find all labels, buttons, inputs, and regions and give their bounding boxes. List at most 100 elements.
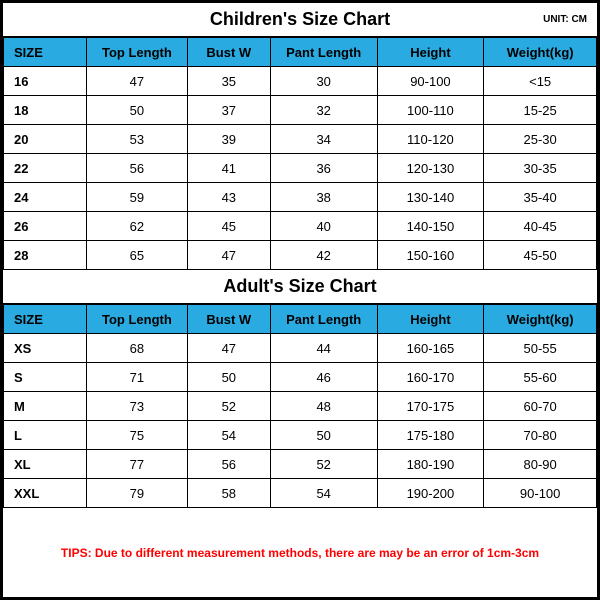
table-cell: 35-40: [484, 183, 597, 212]
table-row: XL775652180-19080-90: [4, 450, 597, 479]
table-row: 18503732100-11015-25: [4, 96, 597, 125]
table-cell: 75: [87, 421, 188, 450]
table-cell: XXL: [4, 479, 87, 508]
table-cell: 60-70: [484, 392, 597, 421]
table-cell: 62: [87, 212, 188, 241]
table-cell: 50: [87, 96, 188, 125]
column-header: Bust W: [187, 38, 270, 67]
table-cell: 28: [4, 241, 87, 270]
table-cell: 77: [87, 450, 188, 479]
table-cell: 71: [87, 363, 188, 392]
children-table: SIZETop LengthBust WPant LengthHeightWei…: [3, 37, 597, 270]
column-header: Height: [377, 305, 484, 334]
adult-table-body: XS684744160-16550-55S715046160-17055-60M…: [4, 334, 597, 508]
table-cell: 90-100: [377, 67, 484, 96]
table-row: S715046160-17055-60: [4, 363, 597, 392]
table-cell: 160-170: [377, 363, 484, 392]
table-cell: 70-80: [484, 421, 597, 450]
table-cell: 130-140: [377, 183, 484, 212]
table-cell: 43: [187, 183, 270, 212]
table-cell: 68: [87, 334, 188, 363]
table-cell: 45: [187, 212, 270, 241]
column-header: SIZE: [4, 305, 87, 334]
column-header: Pant Length: [270, 38, 377, 67]
table-cell: 90-100: [484, 479, 597, 508]
table-cell: 79: [87, 479, 188, 508]
table-cell: 44: [270, 334, 377, 363]
table-cell: 38: [270, 183, 377, 212]
table-cell: 160-165: [377, 334, 484, 363]
children-title: Children's Size Chart: [210, 9, 390, 30]
column-header: Pant Length: [270, 305, 377, 334]
table-row: 20533934110-12025-30: [4, 125, 597, 154]
table-row: XS684744160-16550-55: [4, 334, 597, 363]
table-row: 1647353090-100<15: [4, 67, 597, 96]
table-cell: 52: [270, 450, 377, 479]
table-cell: 100-110: [377, 96, 484, 125]
table-cell: 30-35: [484, 154, 597, 183]
table-cell: 37: [187, 96, 270, 125]
table-cell: 25-30: [484, 125, 597, 154]
table-cell: 50: [270, 421, 377, 450]
table-row: L755450175-18070-80: [4, 421, 597, 450]
column-header: Height: [377, 38, 484, 67]
table-cell: 47: [87, 67, 188, 96]
size-chart-container: Children's Size Chart UNIT: CM SIZETop L…: [0, 0, 600, 600]
table-cell: L: [4, 421, 87, 450]
table-cell: 45-50: [484, 241, 597, 270]
table-cell: 65: [87, 241, 188, 270]
table-cell: 42: [270, 241, 377, 270]
table-cell: 41: [187, 154, 270, 183]
table-cell: 80-90: [484, 450, 597, 479]
table-cell: 15-25: [484, 96, 597, 125]
table-cell: 190-200: [377, 479, 484, 508]
table-cell: 39: [187, 125, 270, 154]
table-cell: 140-150: [377, 212, 484, 241]
table-cell: 58: [187, 479, 270, 508]
table-cell: 150-160: [377, 241, 484, 270]
tips-note: TIPS: Due to different measurement metho…: [3, 508, 597, 597]
table-cell: 35: [187, 67, 270, 96]
table-cell: 32: [270, 96, 377, 125]
column-header: SIZE: [4, 38, 87, 67]
children-title-row: Children's Size Chart UNIT: CM: [3, 3, 597, 37]
table-cell: 59: [87, 183, 188, 212]
table-cell: 47: [187, 334, 270, 363]
adult-table: SIZETop LengthBust WPant LengthHeightWei…: [3, 304, 597, 508]
table-cell: 24: [4, 183, 87, 212]
column-header: Top Length: [87, 305, 188, 334]
table-cell: 30: [270, 67, 377, 96]
table-cell: 120-130: [377, 154, 484, 183]
table-cell: 50-55: [484, 334, 597, 363]
adult-title-row: Adult's Size Chart: [3, 270, 597, 304]
column-header: Weight(kg): [484, 305, 597, 334]
column-header: Top Length: [87, 38, 188, 67]
table-cell: XS: [4, 334, 87, 363]
table-cell: 53: [87, 125, 188, 154]
table-row: XXL795854190-20090-100: [4, 479, 597, 508]
table-cell: S: [4, 363, 87, 392]
table-cell: 18: [4, 96, 87, 125]
table-cell: 52: [187, 392, 270, 421]
table-cell: 22: [4, 154, 87, 183]
table-cell: 54: [187, 421, 270, 450]
table-cell: XL: [4, 450, 87, 479]
table-cell: 40-45: [484, 212, 597, 241]
table-cell: 55-60: [484, 363, 597, 392]
table-cell: 73: [87, 392, 188, 421]
table-cell: 56: [87, 154, 188, 183]
table-cell: 36: [270, 154, 377, 183]
table-cell: 16: [4, 67, 87, 96]
table-cell: 175-180: [377, 421, 484, 450]
table-cell: 34: [270, 125, 377, 154]
table-row: 26624540140-15040-45: [4, 212, 597, 241]
children-table-body: 1647353090-100<1518503732100-11015-25205…: [4, 67, 597, 270]
table-cell: 56: [187, 450, 270, 479]
column-header: Bust W: [187, 305, 270, 334]
table-cell: 180-190: [377, 450, 484, 479]
table-row: 24594338130-14035-40: [4, 183, 597, 212]
table-row: 22564136120-13030-35: [4, 154, 597, 183]
adult-title: Adult's Size Chart: [223, 276, 376, 297]
table-cell: 170-175: [377, 392, 484, 421]
table-cell: M: [4, 392, 87, 421]
